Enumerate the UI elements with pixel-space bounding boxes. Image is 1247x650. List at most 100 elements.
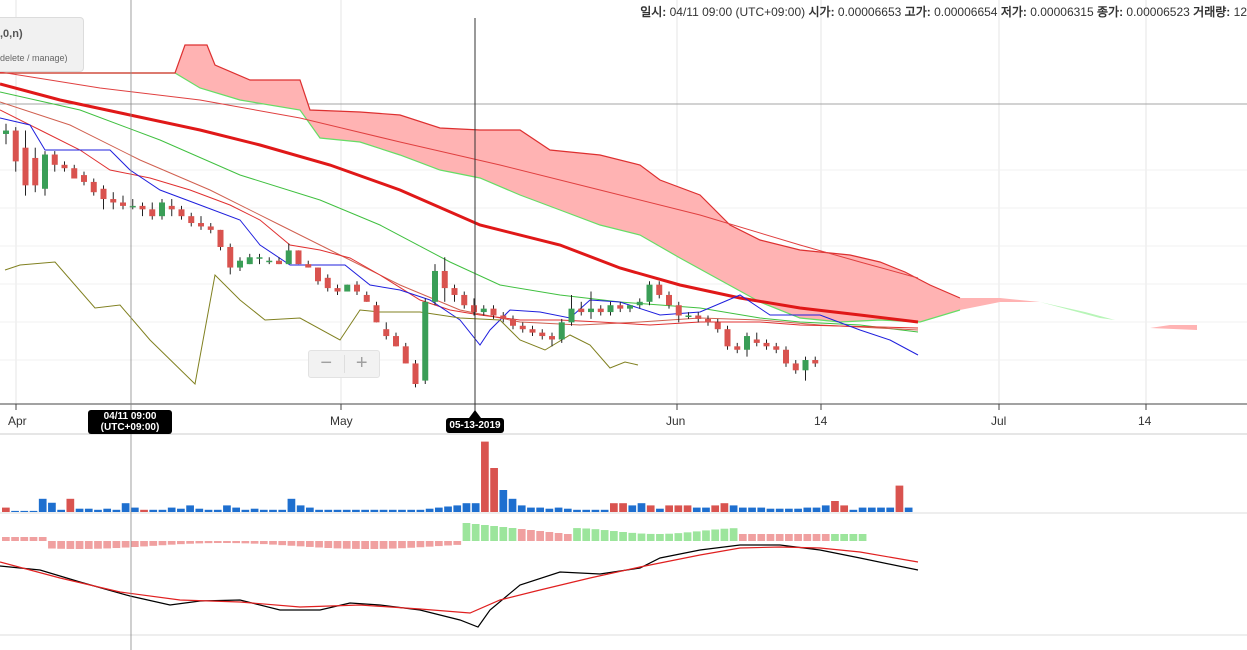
volume-bar <box>867 507 876 512</box>
volume-bar <box>499 490 508 512</box>
candle <box>802 360 809 371</box>
macd-histogram-bar <box>527 530 535 541</box>
macd-histogram-bar <box>785 534 793 541</box>
x-tick-label: Jun <box>666 414 686 428</box>
candle <box>139 205 146 210</box>
macd-histogram-bar <box>536 531 545 541</box>
candle <box>363 294 370 302</box>
candle <box>510 318 516 326</box>
ma-thick <box>0 82 919 324</box>
candle <box>315 267 321 282</box>
candle <box>295 250 302 265</box>
candle <box>763 342 770 347</box>
macd-histogram-bar <box>702 530 710 541</box>
macd-histogram-bar <box>711 529 720 541</box>
volume-bar <box>84 508 93 512</box>
ohlc-header: 일시: 04/11 09:00 (UTC+09:00) 시가: 0.000066… <box>640 3 1247 20</box>
candle <box>568 308 575 323</box>
macd-histogram-bar <box>665 533 673 541</box>
signal-line <box>0 546 919 614</box>
macd-histogram-bar <box>195 541 204 544</box>
candle <box>324 277 331 289</box>
candle <box>607 305 614 313</box>
ichimoku-cloud-bull <box>1040 302 1115 320</box>
volume-bar <box>2 507 10 512</box>
macd-histogram-bar <box>250 541 259 544</box>
volume-bar <box>20 510 29 512</box>
macd-histogram-bar <box>591 529 600 541</box>
macd-histogram-bar <box>204 541 213 544</box>
volume-bar <box>600 509 609 512</box>
volume-bar <box>75 508 84 512</box>
zoom-out-button[interactable]: − <box>320 352 333 374</box>
candle <box>441 270 448 289</box>
macd-histogram-bar <box>315 541 323 548</box>
volume-bar <box>158 509 167 512</box>
macd-histogram-bar <box>619 532 627 541</box>
candle <box>549 336 555 340</box>
volume-bar <box>637 503 646 512</box>
candle <box>217 229 224 247</box>
macd-histogram-bar <box>748 534 756 541</box>
crosshair-date-tag: 05-13-2019 <box>446 410 504 433</box>
volume-bar <box>904 507 913 512</box>
candle <box>12 130 19 162</box>
volume-bar <box>462 503 471 512</box>
candle <box>207 226 214 230</box>
candle <box>198 223 204 227</box>
close-label: 종가: <box>1097 5 1124 19</box>
candle <box>285 250 292 265</box>
volume-bar <box>628 505 637 512</box>
volume-bar <box>388 509 397 512</box>
candle <box>256 257 263 259</box>
candle <box>773 346 780 350</box>
macd-histogram-bar <box>628 532 637 541</box>
candle <box>188 216 195 224</box>
volume-bar <box>831 501 839 512</box>
zoom-in-button[interactable]: + <box>355 352 368 374</box>
volume-bar <box>29 510 38 512</box>
macd-histogram-bar <box>94 541 102 549</box>
macd-histogram-bar <box>563 534 572 541</box>
indicator-legend[interactable]: ,0,n) delete / manage) <box>0 17 84 72</box>
volume-bar <box>877 507 885 512</box>
volume-bar <box>619 503 627 512</box>
tenkan-sen <box>0 117 919 356</box>
volume-bar <box>785 508 793 512</box>
macd-histogram-bar <box>259 541 268 545</box>
candle <box>354 284 360 292</box>
volume-bar <box>481 441 489 512</box>
volume-bar <box>379 509 388 512</box>
macd-histogram-bar <box>388 541 397 549</box>
candle <box>22 147 29 186</box>
candle <box>402 346 409 364</box>
volume-bar <box>766 508 775 512</box>
volume-bar <box>278 509 287 512</box>
volume-bar <box>425 508 434 512</box>
macd-histogram-bar <box>29 537 38 541</box>
macd-histogram-bar <box>223 541 231 544</box>
candle <box>744 336 750 350</box>
macd-histogram-bar <box>84 541 93 549</box>
volume-bar <box>720 503 729 512</box>
volume-value: 12 <box>1233 5 1247 19</box>
candle <box>432 270 438 302</box>
volume-bar <box>269 509 277 512</box>
macd-histogram-bar <box>720 528 729 541</box>
candle <box>129 205 136 208</box>
candle <box>792 363 799 371</box>
volume-bar <box>563 508 572 512</box>
macd-histogram-bar <box>158 541 167 546</box>
volume-bar <box>821 505 830 512</box>
macd-histogram-bar <box>177 541 185 545</box>
candle <box>695 315 702 319</box>
volume-bar <box>674 505 683 512</box>
macd-histogram-bar <box>232 541 241 544</box>
candle <box>305 264 312 268</box>
legend-manage-link[interactable]: delete / manage) <box>0 53 68 63</box>
candle <box>334 288 341 292</box>
volume-bar <box>223 505 231 512</box>
candle <box>3 130 9 134</box>
candle <box>812 360 819 364</box>
